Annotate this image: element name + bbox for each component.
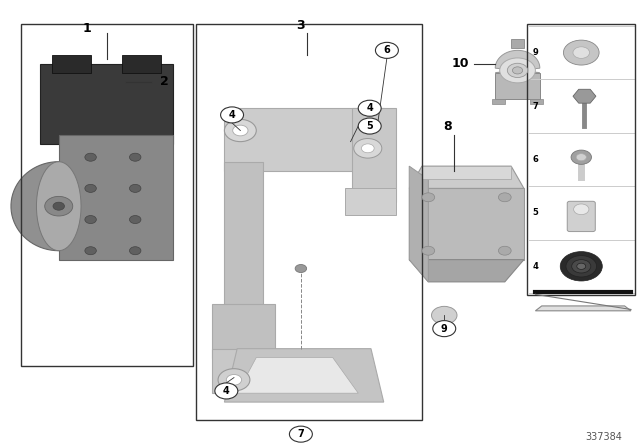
Circle shape — [289, 426, 312, 442]
Circle shape — [566, 256, 596, 277]
Bar — [196, 24, 422, 420]
FancyBboxPatch shape — [567, 201, 595, 232]
Circle shape — [508, 63, 528, 78]
Circle shape — [45, 196, 73, 216]
Polygon shape — [495, 73, 540, 99]
Text: 9: 9 — [532, 48, 538, 57]
Polygon shape — [225, 162, 262, 313]
Text: 8: 8 — [443, 120, 452, 133]
Text: 5: 5 — [366, 121, 373, 131]
Polygon shape — [511, 39, 524, 48]
Polygon shape — [531, 99, 543, 104]
Polygon shape — [122, 55, 161, 73]
Polygon shape — [225, 108, 384, 171]
Polygon shape — [237, 358, 358, 393]
Polygon shape — [11, 162, 59, 251]
Text: 7: 7 — [298, 429, 304, 439]
Circle shape — [53, 202, 65, 210]
Circle shape — [129, 153, 141, 161]
Circle shape — [85, 153, 97, 161]
Text: 5: 5 — [532, 208, 538, 217]
Polygon shape — [225, 349, 384, 402]
Circle shape — [221, 107, 244, 123]
Polygon shape — [422, 166, 511, 180]
Circle shape — [85, 247, 97, 255]
Text: 10: 10 — [451, 57, 469, 70]
Polygon shape — [495, 50, 540, 73]
Text: 3: 3 — [296, 19, 305, 32]
Circle shape — [354, 138, 382, 158]
Circle shape — [563, 40, 599, 65]
Circle shape — [358, 100, 381, 116]
Circle shape — [227, 375, 242, 385]
Circle shape — [376, 43, 398, 58]
Circle shape — [422, 246, 435, 255]
Polygon shape — [409, 260, 524, 282]
Circle shape — [576, 154, 586, 161]
Circle shape — [500, 58, 536, 83]
Polygon shape — [492, 99, 505, 104]
Circle shape — [499, 246, 511, 255]
Circle shape — [571, 150, 591, 164]
Text: 6: 6 — [532, 155, 538, 164]
Circle shape — [85, 215, 97, 224]
Circle shape — [233, 125, 248, 136]
Bar — [20, 24, 193, 366]
Circle shape — [215, 383, 238, 399]
Circle shape — [573, 47, 589, 58]
Polygon shape — [52, 55, 91, 73]
Circle shape — [433, 321, 456, 336]
Polygon shape — [40, 64, 173, 144]
Polygon shape — [409, 166, 524, 188]
Circle shape — [85, 185, 97, 192]
Text: 337384: 337384 — [586, 432, 623, 442]
Polygon shape — [212, 349, 358, 393]
Circle shape — [560, 252, 602, 281]
Circle shape — [577, 263, 586, 269]
Circle shape — [358, 118, 381, 134]
Circle shape — [129, 185, 141, 192]
Circle shape — [129, 215, 141, 224]
Circle shape — [572, 260, 591, 273]
Text: 9: 9 — [441, 323, 447, 334]
Circle shape — [362, 144, 374, 153]
Circle shape — [225, 119, 256, 142]
Bar — [527, 24, 636, 295]
Text: 4: 4 — [532, 262, 538, 271]
Circle shape — [129, 247, 141, 255]
Polygon shape — [346, 188, 396, 215]
Circle shape — [499, 193, 511, 202]
Text: 6: 6 — [383, 45, 390, 56]
Circle shape — [218, 369, 250, 391]
Polygon shape — [36, 162, 81, 251]
Circle shape — [422, 193, 435, 202]
Circle shape — [431, 306, 457, 324]
Polygon shape — [536, 306, 631, 311]
Text: 4: 4 — [366, 103, 373, 113]
Circle shape — [573, 204, 589, 215]
Text: 7: 7 — [532, 102, 538, 111]
Text: 2: 2 — [159, 75, 168, 88]
Circle shape — [513, 67, 523, 74]
Text: 4: 4 — [228, 110, 236, 120]
Polygon shape — [573, 89, 596, 103]
Circle shape — [295, 264, 307, 272]
Text: 4: 4 — [223, 386, 230, 396]
Text: 1: 1 — [83, 22, 92, 34]
Polygon shape — [212, 304, 275, 358]
Polygon shape — [409, 166, 428, 282]
Polygon shape — [352, 108, 396, 202]
Polygon shape — [59, 135, 173, 260]
Polygon shape — [409, 188, 524, 260]
